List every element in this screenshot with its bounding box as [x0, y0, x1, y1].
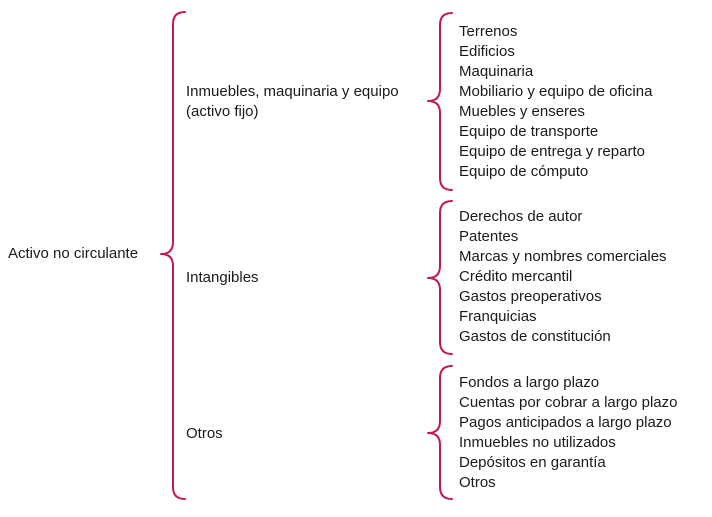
list-item: Terrenos: [459, 23, 518, 40]
list-item: Muebles y enseres: [459, 103, 585, 120]
list-item: Gastos de constitución: [459, 328, 611, 345]
list-item: Gastos preoperativos: [459, 288, 602, 305]
list-item: Derechos de autor: [459, 208, 583, 225]
brace-intangibles: [427, 200, 453, 355]
list-item: Patentes: [459, 228, 519, 245]
list-item: Cuentas por cobrar a largo plazo: [459, 394, 678, 411]
brace-otros: [427, 365, 453, 500]
category-label-otros: Otros: [186, 425, 223, 442]
list-item: Edificios: [459, 43, 515, 60]
category-sublabel-inmuebles: (activo fijo): [186, 103, 259, 120]
list-item: Equipo de entrega y reparto: [459, 143, 645, 160]
list-item: Crédito mercantil: [459, 268, 573, 285]
list-item: Inmuebles no utilizados: [459, 434, 616, 451]
category-label-intangibles: Intangibles: [186, 269, 259, 286]
item-list-otros: Fondos a largo plazo Cuentas por cobrar …: [459, 373, 677, 493]
brace-inmuebles: [427, 12, 453, 191]
list-item: Otros: [459, 474, 496, 491]
item-list-intangibles: Derechos de autor Patentes Marcas y nomb…: [459, 207, 667, 347]
list-item: Fondos a largo plazo: [459, 374, 600, 391]
category-label-inmuebles: Inmuebles, maquinaria y equipo: [186, 83, 399, 100]
list-item: Mobiliario y equipo de oficina: [459, 83, 653, 100]
list-item: Franquicias: [459, 308, 537, 325]
list-item: Maquinaria: [459, 63, 534, 80]
main-brace: [160, 11, 186, 500]
list-item: Equipo de cómputo: [459, 163, 589, 180]
item-list-inmuebles: Terrenos Edificios Maquinaria Mobiliario…: [459, 22, 652, 182]
root-label: Activo no circulante: [8, 245, 139, 262]
list-item: Marcas y nombres comerciales: [459, 248, 667, 265]
list-item: Equipo de transporte: [459, 123, 599, 140]
list-item: Depósitos en garantía: [459, 454, 606, 471]
list-item: Pagos anticipados a largo plazo: [459, 414, 672, 431]
